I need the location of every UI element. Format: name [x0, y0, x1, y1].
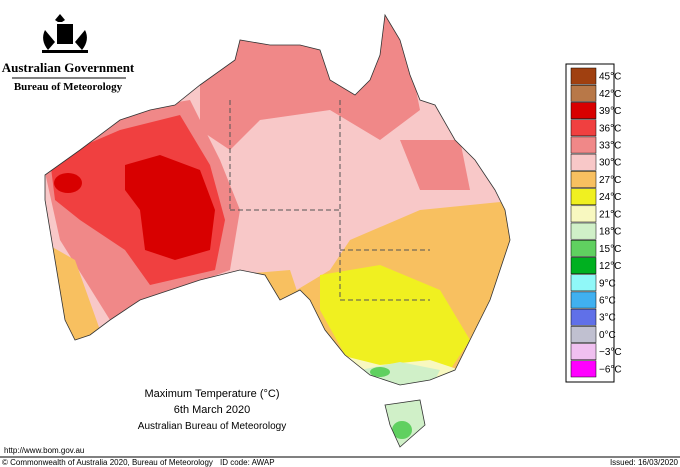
legend-swatch — [570, 274, 597, 292]
legend-swatch — [570, 119, 597, 137]
legend-swatch — [570, 308, 597, 326]
legend-swatch — [570, 205, 597, 223]
legend-label: −6°C — [599, 364, 622, 375]
legend-swatch — [570, 136, 597, 154]
map-date: 6th March 2020 — [174, 404, 250, 416]
map-source: Australian Bureau of Meteorology — [138, 421, 286, 432]
legend-label: 42°C — [599, 89, 621, 100]
legend-label: 45°C — [599, 72, 621, 83]
legend-label: 33°C — [599, 141, 621, 152]
legend-label: 36°C — [599, 123, 621, 134]
map-title: Maximum Temperature (°C) — [144, 388, 279, 400]
legend-swatch — [570, 102, 597, 119]
legend-swatch — [570, 188, 597, 206]
legend-swatch — [570, 222, 597, 240]
legend-swatch — [570, 326, 597, 343]
tasmania — [385, 400, 425, 447]
legend-label: −3°C — [599, 347, 622, 358]
footer-issued: Issued: 16/03/2020 — [610, 458, 679, 467]
footer-copyright: © Commonwealth of Australia 2020, Bureau… — [2, 458, 213, 467]
legend-label: 3°C — [599, 313, 616, 324]
legend-label: 18°C — [599, 227, 621, 238]
legend-swatch — [570, 291, 597, 309]
legend-label: 12°C — [599, 261, 621, 272]
coat-of-arms — [42, 14, 88, 53]
legend-label: 15°C — [599, 244, 621, 255]
legend-label: 0°C — [599, 330, 616, 341]
footer-url[interactable]: http://www.bom.gov.au — [4, 446, 84, 455]
legend-swatch — [570, 67, 597, 85]
footer-id: ID code: AWAP — [220, 458, 275, 467]
legend-label: 6°C — [599, 296, 616, 307]
legend-label: 24°C — [599, 192, 621, 203]
legend-label: 21°C — [599, 209, 621, 220]
legend-swatch — [570, 171, 597, 188]
legend-label: 9°C — [599, 278, 616, 289]
legend-swatch — [570, 153, 597, 171]
legend-swatch — [570, 257, 597, 274]
government-name: Australian Government — [2, 60, 135, 75]
legend-label: 30°C — [599, 158, 621, 169]
legend-label: 27°C — [599, 175, 621, 186]
legend-swatch — [570, 84, 597, 102]
legend-label: 39°C — [599, 106, 621, 117]
bureau-name: Bureau of Meteorology — [14, 81, 123, 93]
legend-swatch — [570, 343, 597, 361]
legend-swatch — [570, 239, 597, 257]
legend-swatch — [570, 360, 597, 378]
